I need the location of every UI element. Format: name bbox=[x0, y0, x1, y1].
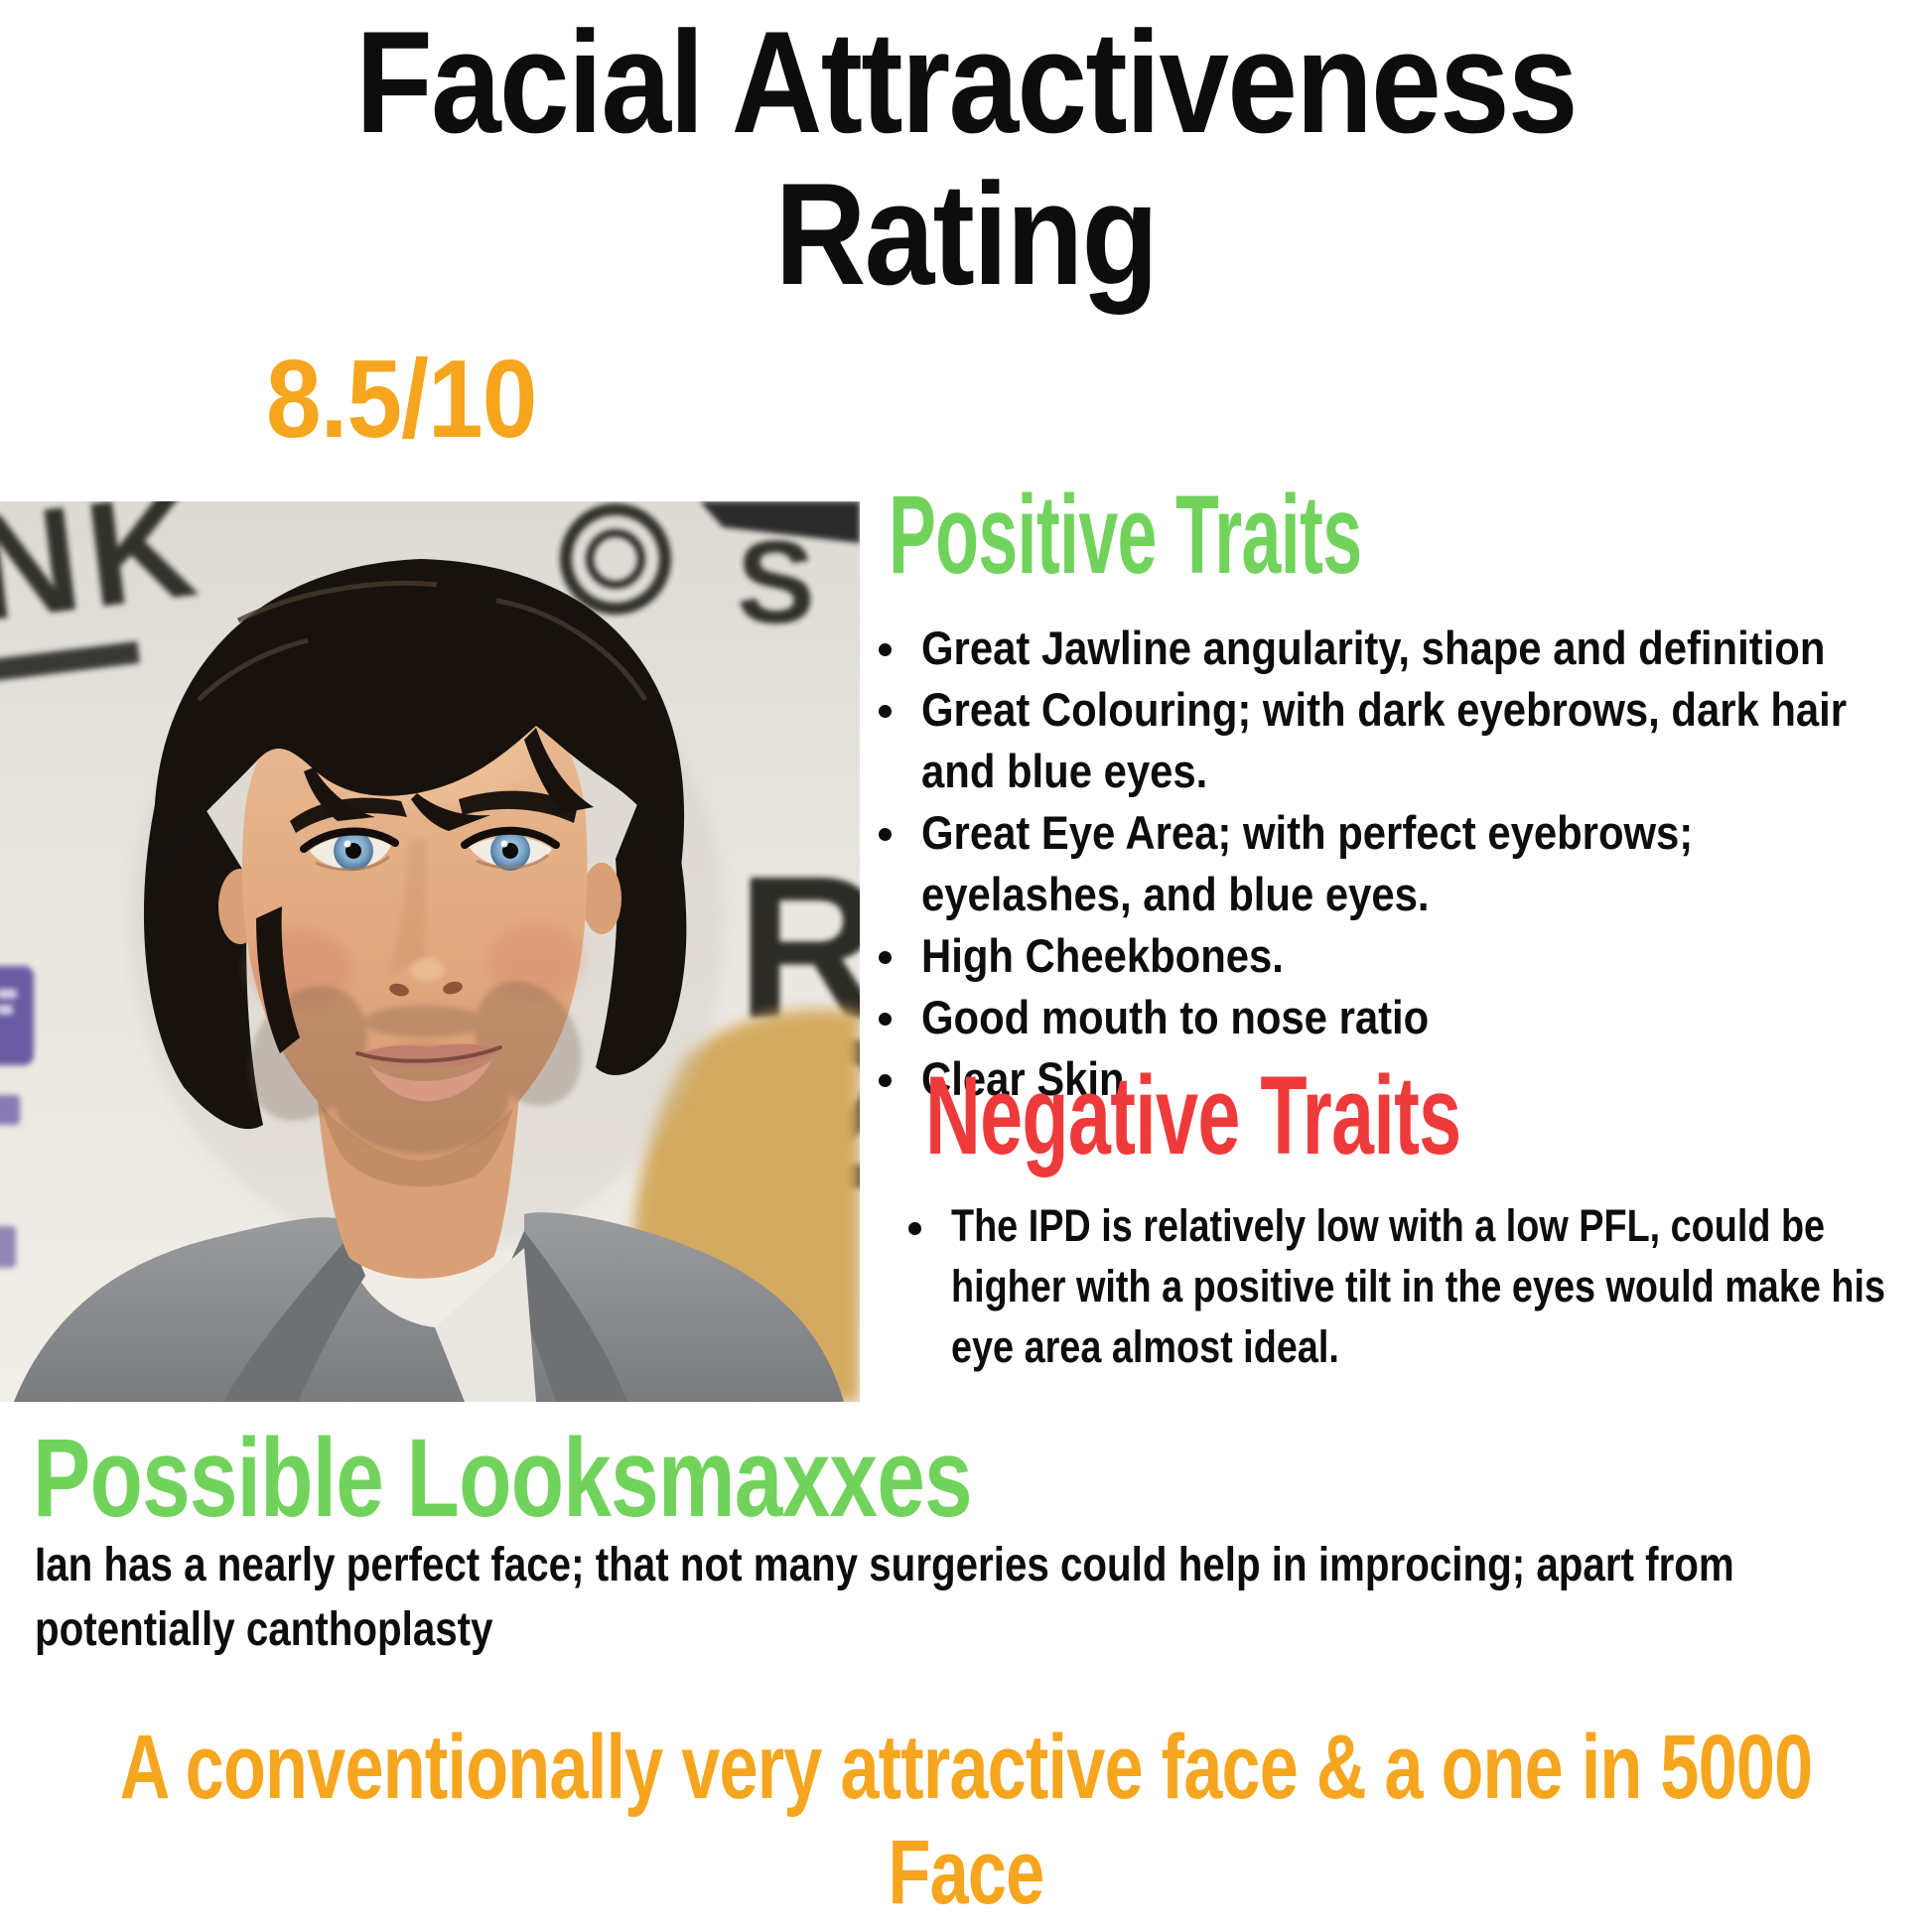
positive-trait-text: Great Jawline angularity, shape and defi… bbox=[921, 621, 1826, 674]
positive-trait-item: Great Colouring; with dark eyebrows, dar… bbox=[879, 679, 1932, 802]
purple-badges bbox=[0, 966, 34, 1268]
negative-traits-heading: Negative Traits bbox=[925, 1053, 1461, 1177]
page-title-line-1: Facial Attractiveness bbox=[355, 1, 1578, 163]
positive-trait-text: Good mouth to nose ratio bbox=[921, 991, 1430, 1044]
page-title-line-2: Rating bbox=[774, 153, 1159, 316]
positive-trait-item: Clear Skin bbox=[879, 1048, 1932, 1110]
looksmaxxes-heading: Possible Looksmaxxes bbox=[33, 1416, 973, 1540]
nose bbox=[387, 839, 463, 997]
page-title: Facial Attractiveness Rating bbox=[125, 6, 1806, 311]
portrait-illustration: NK S R 2 bbox=[0, 459, 905, 1402]
rating-score: 8.5/10 bbox=[266, 338, 537, 461]
positive-trait-item: Great Eye Area; with perfect eyebrows; e… bbox=[879, 802, 1932, 925]
bullet-dot-icon bbox=[879, 1074, 892, 1088]
positive-trait-item: High Cheekbones. bbox=[879, 925, 1932, 987]
positive-trait-item: Good mouth to nose ratio bbox=[879, 987, 1932, 1048]
positive-trait-item: Great Jawline angularity, shape and defi… bbox=[879, 618, 1932, 679]
portrait-photo: NK S R 2 bbox=[0, 459, 905, 1402]
negative-trait-item: The IPD is relatively low with a low PFL… bbox=[908, 1196, 1932, 1377]
bullet-dot-icon bbox=[879, 643, 892, 656]
hair-highlights bbox=[197, 581, 648, 702]
portrait-man bbox=[14, 559, 844, 1402]
negative-traits-list: The IPD is relatively low with a low PFL… bbox=[908, 1196, 1932, 1377]
mouth bbox=[355, 1043, 502, 1102]
bullet-dot-icon bbox=[879, 705, 892, 719]
positive-trait-text: Great Eye Area; with perfect eyebrows; e… bbox=[921, 806, 1694, 921]
eyebrows bbox=[290, 790, 578, 833]
bullet-dot-icon bbox=[879, 828, 892, 842]
suit-jacket bbox=[14, 1212, 844, 1402]
negative-trait-text: The IPD is relatively low with a low PFL… bbox=[951, 1200, 1885, 1372]
hair-side-right bbox=[596, 759, 687, 1075]
positive-traits-heading: Positive Traits bbox=[889, 473, 1362, 597]
hair-top bbox=[154, 559, 685, 871]
verdict-text: A conventionally very attractive face & … bbox=[119, 1717, 1814, 1923]
looksmaxxes-body: Ian has a nearly perfect face; that not … bbox=[35, 1539, 1734, 1656]
positive-traits-list: Great Jawline angularity, shape and defi… bbox=[879, 618, 1932, 1110]
bullet-dot-icon bbox=[879, 1013, 892, 1027]
eyes bbox=[300, 826, 560, 872]
bullet-dot-icon bbox=[879, 951, 892, 965]
positive-trait-text: Great Colouring; with dark eyebrows, dar… bbox=[921, 683, 1848, 798]
white-shirt bbox=[435, 1248, 536, 1402]
bullet-dot-icon bbox=[908, 1222, 921, 1235]
positive-trait-text: Clear Skin bbox=[921, 1052, 1125, 1106]
svg-text:S: S bbox=[737, 517, 815, 648]
positive-trait-text: High Cheekbones. bbox=[921, 929, 1284, 983]
